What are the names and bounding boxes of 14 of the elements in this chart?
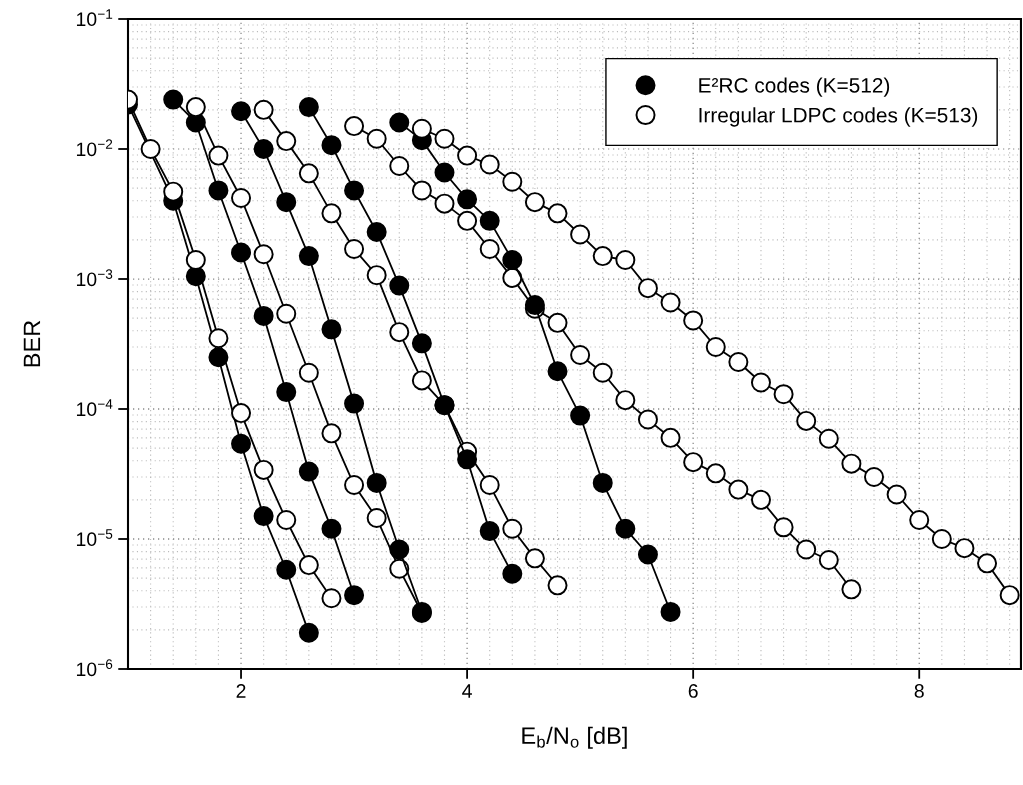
y-tick-label: 10$^{−2}$ bbox=[76, 139, 113, 157]
x-tick-label: 4 bbox=[462, 684, 472, 698]
x-tick-label: 6 bbox=[688, 684, 698, 698]
y-tick-label: 10$^{−3}$ bbox=[76, 269, 113, 287]
y-axis-title: BER bbox=[23, 320, 41, 367]
y-tick-label: 10$^{−5}$ bbox=[76, 529, 113, 547]
x-axis-title: E$_{b}$/N$_{o}$ [dB] bbox=[522, 726, 627, 749]
legend-label: E²RC codes (K=512) bbox=[699, 77, 890, 97]
y-tick-label: 10$^{−4}$ bbox=[76, 399, 113, 417]
legend-label: Irregular LDPC codes (K=513) bbox=[699, 107, 978, 127]
y-tick-label: 10$^{−6}$ bbox=[76, 659, 113, 677]
x-tick-label: 8 bbox=[914, 684, 924, 698]
x-tick-label: 2 bbox=[236, 684, 246, 698]
y-tick-label: 10$^{−1}$ bbox=[76, 9, 113, 27]
